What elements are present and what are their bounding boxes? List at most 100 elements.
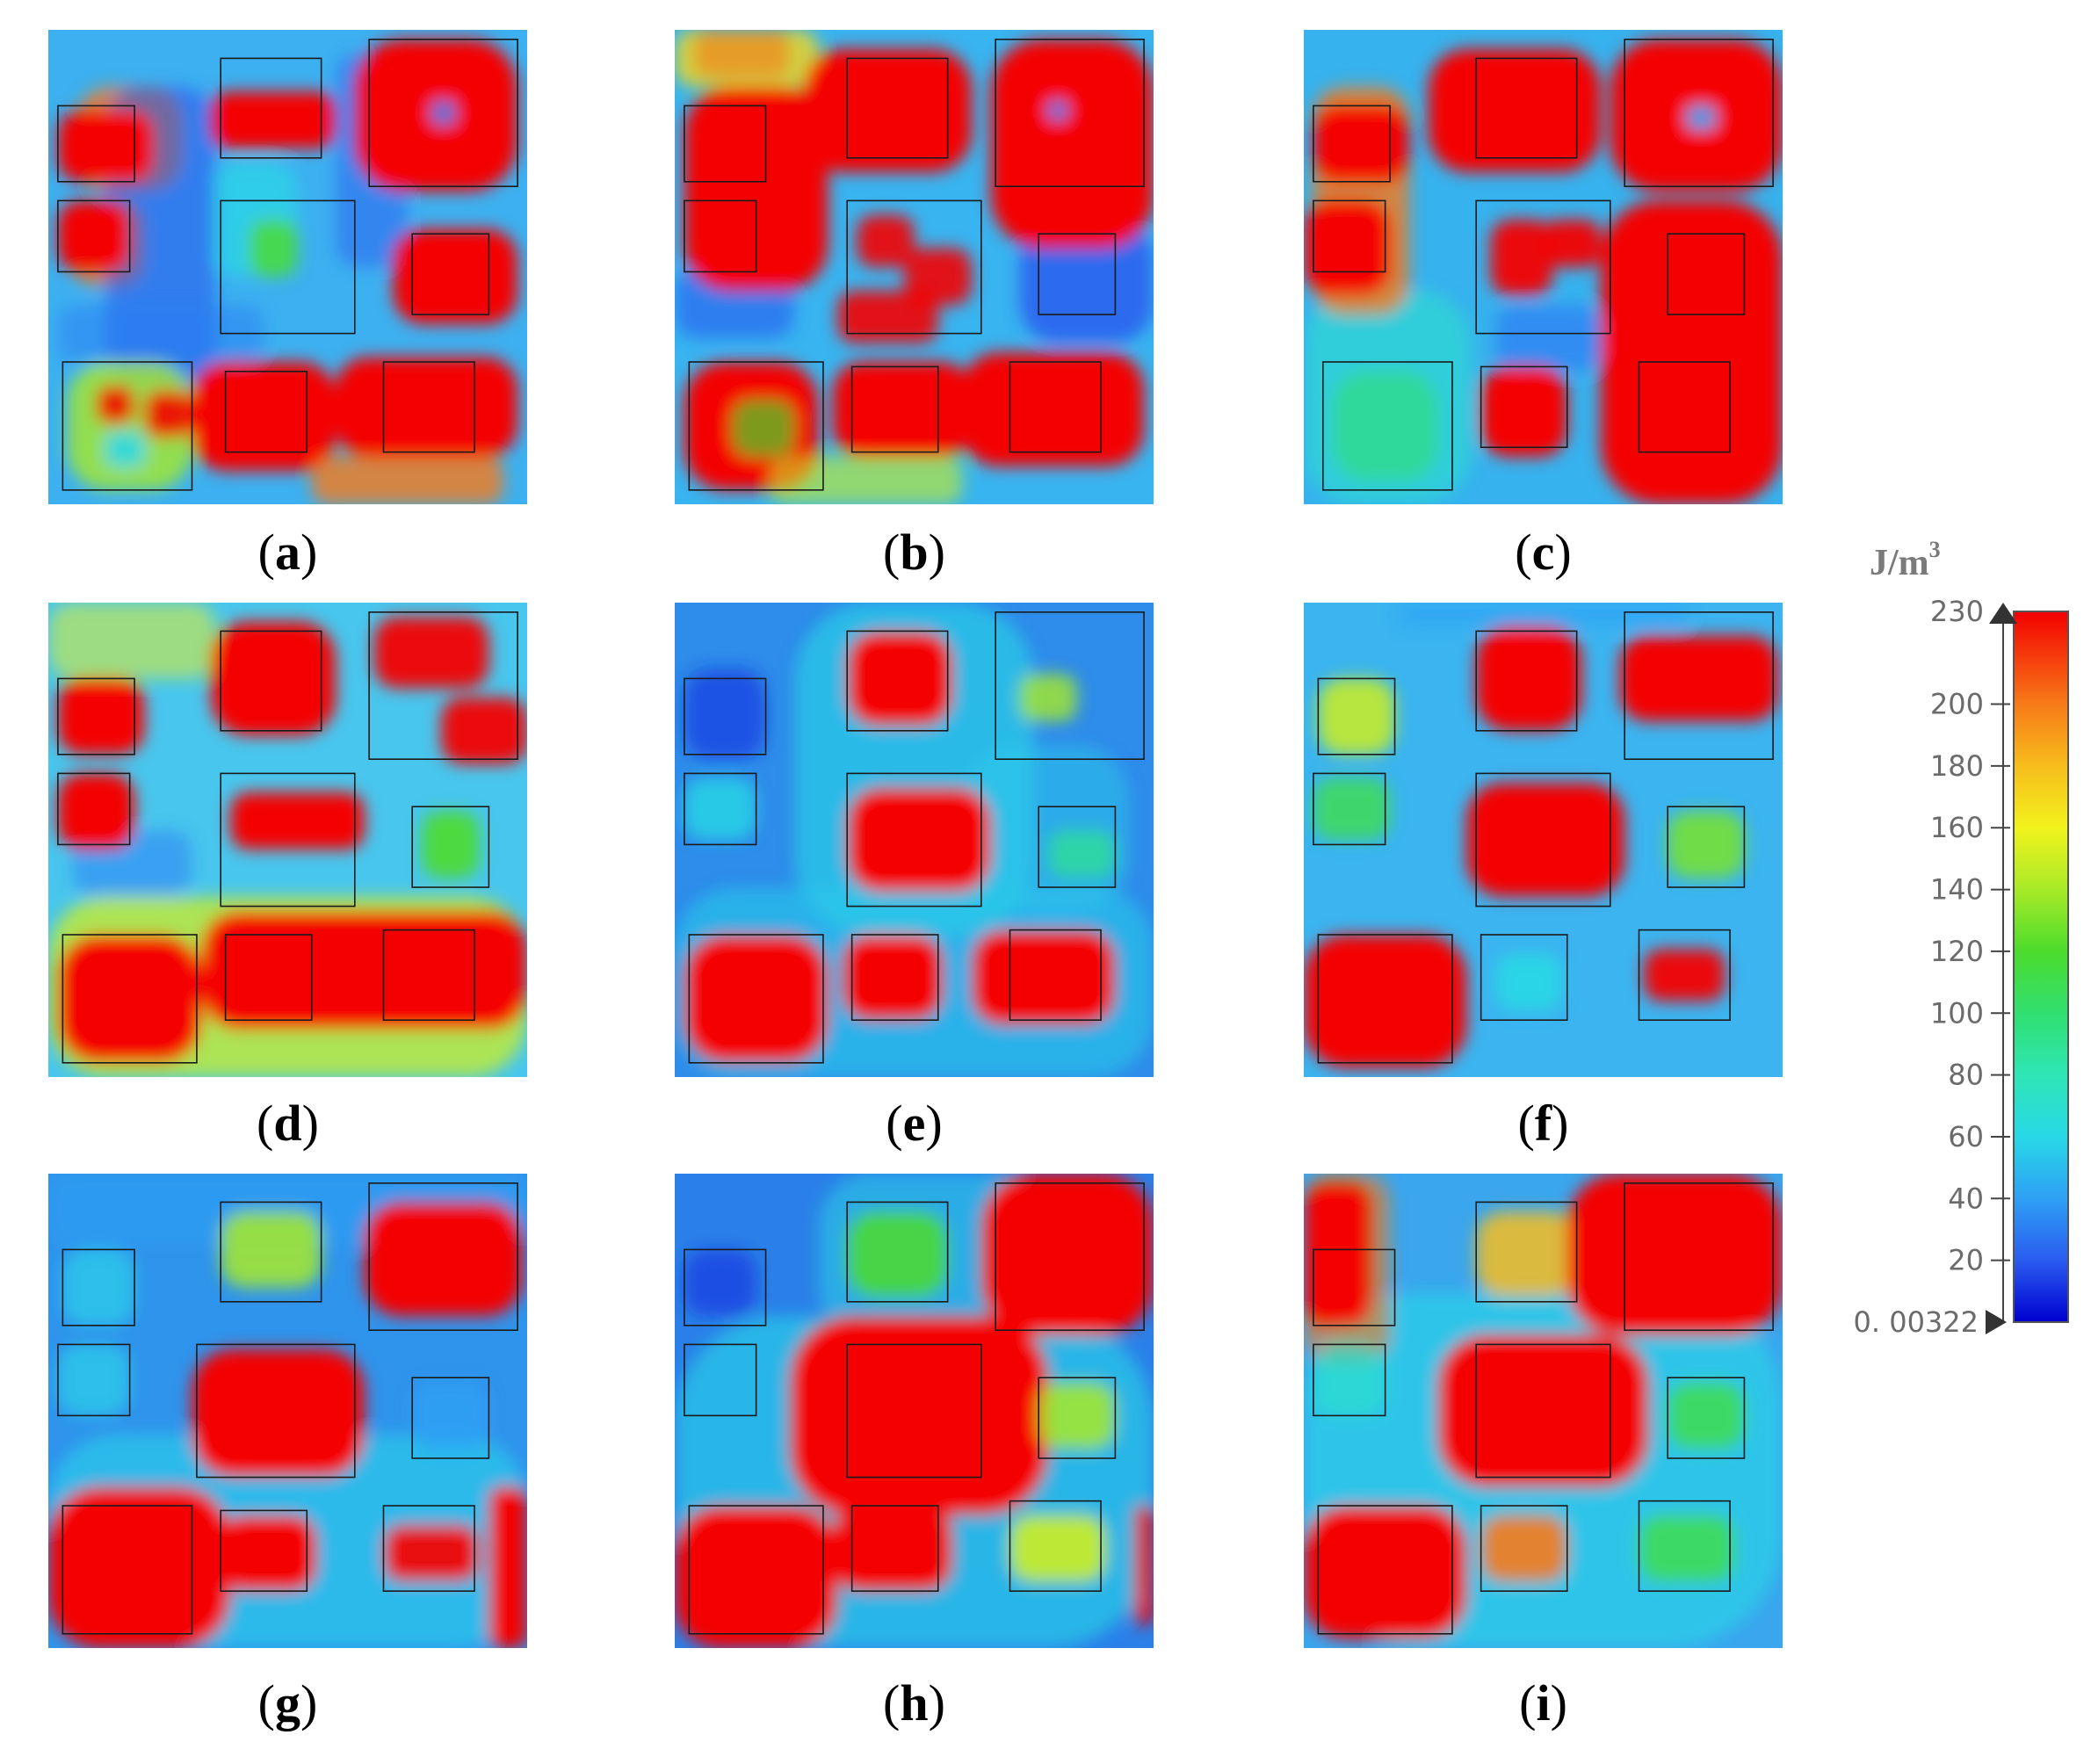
domain-outline: [220, 1201, 322, 1303]
energy-region: [249, 220, 298, 277]
energy-region: [1318, 678, 1395, 755]
energy-region: [675, 1506, 838, 1648]
energy-region: [336, 357, 518, 457]
domain-outline: [1475, 57, 1578, 159]
domain-outline: [1638, 929, 1731, 1021]
energy-region: [1304, 935, 1467, 1068]
energy-region: [57, 935, 202, 1063]
energy-region: [1668, 811, 1745, 878]
energy-region: [847, 631, 953, 727]
energy-region: [857, 214, 915, 267]
domain-outline: [382, 361, 475, 453]
domain-outline: [368, 611, 518, 760]
energy-region: [1332, 371, 1438, 481]
energy-region: [230, 792, 365, 849]
energy-region: [1134, 1506, 1154, 1624]
domain-outline: [411, 1377, 490, 1459]
energy-region: [1600, 200, 1783, 504]
energy-region: [57, 773, 135, 849]
domain-outline: [1009, 929, 1102, 1021]
domain-outline: [62, 1505, 193, 1635]
domain-outline: [850, 934, 939, 1021]
domain-outline: [1624, 611, 1774, 760]
energy-region: [1304, 1182, 1371, 1326]
domain-outline: [382, 1505, 475, 1592]
panel-label-i: (i): [1519, 1674, 1567, 1731]
energy-region: [980, 1174, 1154, 1335]
domain-outline: [1313, 105, 1391, 183]
energy-field: [675, 1174, 1154, 1648]
domain-outline: [1322, 361, 1453, 491]
energy-region: [1668, 1382, 1745, 1450]
panel-c: [1304, 30, 1783, 504]
domain-outline: [688, 361, 824, 491]
panel-d: [48, 603, 527, 1077]
energy-region: [1437, 1334, 1649, 1487]
energy-region: [847, 1211, 948, 1298]
energy-region: [393, 228, 518, 324]
panel-label-c: (c): [1515, 524, 1571, 581]
domain-outline: [57, 677, 135, 755]
energy-region: [1038, 1382, 1116, 1450]
colorbar-unit-superscript: 3: [1929, 537, 1941, 562]
heatmap-panels: [48, 30, 1783, 1648]
domain-outline: [1667, 1377, 1746, 1459]
energy-region: [1400, 603, 1687, 626]
domain-outline: [1313, 1248, 1396, 1327]
max-marker-icon: [1989, 603, 2017, 624]
energy-region: [1566, 1174, 1783, 1335]
energy-region: [1490, 220, 1553, 296]
domain-outline: [220, 630, 322, 732]
domain-outline: [684, 199, 757, 273]
domain-outline: [1638, 1500, 1731, 1592]
panel-a: [48, 30, 527, 504]
domain-outline: [1624, 1182, 1774, 1332]
domain-outline: [368, 38, 518, 187]
domain-outline: [1667, 806, 1746, 888]
energy-region: [1687, 105, 1716, 130]
energy-region: [201, 911, 527, 1030]
domain-outline: [846, 630, 949, 732]
domain-outline: [846, 1201, 949, 1303]
energy-region: [684, 669, 766, 760]
colorbar-tick-label: 80: [1948, 1059, 1984, 1092]
domain-outline: [1624, 38, 1774, 187]
energy-region: [57, 200, 130, 272]
domain-outline: [684, 1248, 767, 1327]
domain-outline: [1313, 772, 1386, 846]
colorbar-unit: J/m3: [1870, 537, 1941, 583]
domain-outline: [411, 806, 490, 888]
energy-region: [431, 101, 456, 125]
energy-region: [373, 617, 489, 689]
domain-outline: [995, 611, 1145, 760]
energy-region: [211, 621, 336, 736]
panel-label-f: (f): [1518, 1095, 1569, 1152]
domain-outline: [1475, 630, 1578, 732]
energy-region: [57, 305, 264, 362]
energy-region: [684, 1249, 756, 1316]
energy-region: [1048, 830, 1116, 878]
domain-outline: [846, 1343, 982, 1478]
energy-region: [57, 678, 144, 755]
energy-region: [1476, 626, 1582, 731]
colorbar-tick-label: 180: [1930, 749, 1984, 783]
energy-region: [422, 811, 480, 878]
energy-region: [1019, 220, 1154, 343]
domain-outline: [684, 772, 757, 846]
energy-region: [771, 457, 962, 504]
domain-outline: [684, 105, 767, 183]
domain-outline: [1317, 1505, 1453, 1635]
min-marker-icon: [1986, 1310, 2007, 1334]
energy-region: [364, 1202, 523, 1316]
domain-outline: [846, 772, 982, 907]
domain-outline: [224, 370, 308, 453]
energy-region: [1619, 635, 1778, 721]
energy-region: [383, 1524, 480, 1582]
energy-region: [48, 1486, 231, 1648]
colorbar-tick-label: 100: [1930, 996, 1984, 1030]
domain-outline: [1480, 365, 1568, 448]
energy-region: [832, 362, 972, 457]
panel-f: [1304, 603, 1783, 1077]
domain-outline: [62, 361, 193, 491]
energy-region: [832, 1506, 953, 1592]
